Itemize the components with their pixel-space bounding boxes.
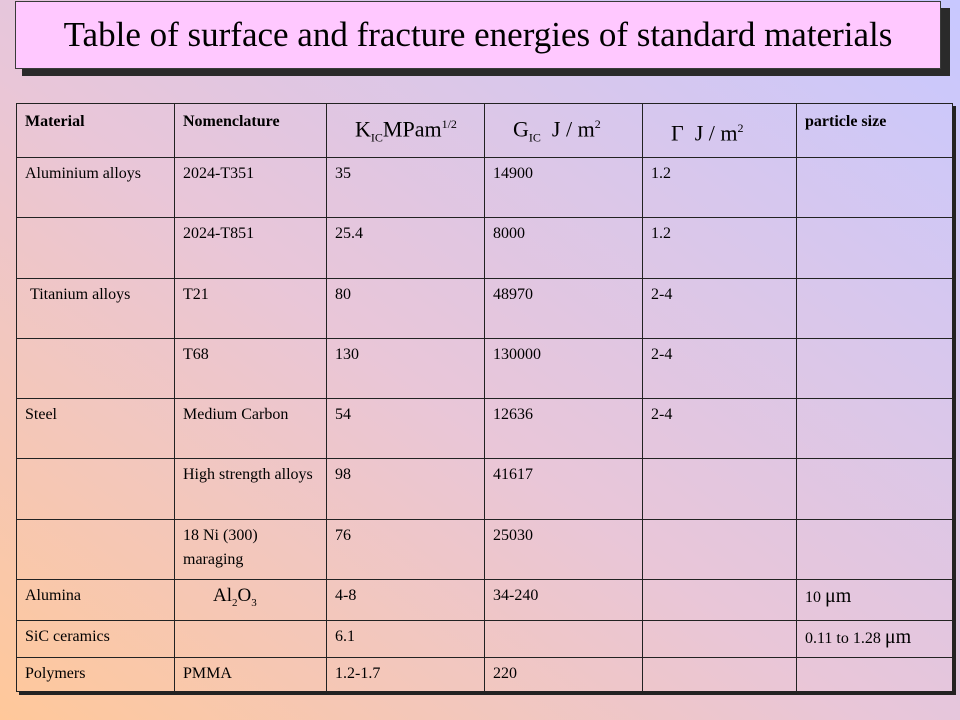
- cell-gic: 14900: [484, 157, 643, 219]
- header-gic: GIC J / m2: [484, 102, 643, 159]
- title-box: Table of surface and fracture energies o…: [15, 1, 941, 69]
- materials-table: Material Nomenclature KICMPam1/2 GIC J /…: [16, 102, 953, 693]
- table-row-polymers: Polymers PMMA 1.2-1.7 220: [16, 656, 953, 693]
- cell-nomenclature: 2024-T851: [174, 217, 327, 279]
- table-row: Aluminium alloys 2024-T351 35 14900 1.2: [16, 157, 953, 219]
- header-nomenclature: Nomenclature: [174, 102, 327, 159]
- alumina-formula: Al2O3: [213, 584, 257, 609]
- cell-gic: 12636: [484, 398, 643, 460]
- cell-gic: 8000: [484, 217, 643, 279]
- cell-gic: 25030: [484, 518, 643, 580]
- cell-particle-size: 10 μm: [796, 578, 953, 622]
- cell-particle-size: 0.11 to 1.28 μm: [796, 620, 953, 658]
- table-container: Material Nomenclature KICMPam1/2 GIC J /…: [16, 102, 953, 693]
- cell-nomenclature: 18 Ni (300) maraging: [174, 518, 327, 580]
- cell-gamma: 2-4: [642, 337, 797, 400]
- cell-gic: 41617: [484, 458, 643, 520]
- cell-gamma: 1.2: [642, 217, 797, 279]
- cell-material: [16, 518, 175, 580]
- cell-particle-size: [796, 458, 953, 520]
- cell-particle-size: [796, 398, 953, 460]
- cell-kic: 6.1: [326, 620, 485, 658]
- cell-material: Polymers: [16, 656, 175, 693]
- cell-particle-size: [796, 277, 953, 339]
- cell-material: SiC ceramics: [16, 620, 175, 658]
- cell-nomenclature: [174, 620, 327, 658]
- table-row: 2024-T851 25.4 8000 1.2: [16, 217, 953, 279]
- table-row-sic: SiC ceramics 6.1 0.11 to 1.28 μm: [16, 620, 953, 658]
- cell-kic: 130: [326, 337, 485, 400]
- cell-kic: 80: [326, 277, 485, 339]
- cell-gamma: 2-4: [642, 277, 797, 339]
- cell-particle-size: [796, 157, 953, 219]
- cell-material: Titanium alloys: [16, 277, 175, 339]
- cell-nomenclature: PMMA: [174, 656, 327, 693]
- cell-particle-size: [796, 337, 953, 400]
- header-material: Material: [16, 102, 175, 159]
- cell-particle-size: [796, 217, 953, 279]
- cell-kic: 1.2-1.7: [326, 656, 485, 693]
- table-row: High strength alloys 98 41617: [16, 458, 953, 520]
- cell-material: Aluminium alloys: [16, 157, 175, 219]
- table-row: T68 130 130000 2-4: [16, 337, 953, 400]
- cell-gamma: 1.2: [642, 157, 797, 219]
- header-gamma: Γ J / m2: [642, 102, 797, 159]
- header-particle-size: particle size: [796, 102, 953, 159]
- cell-gamma: [642, 518, 797, 580]
- cell-nomenclature: 2024-T351: [174, 157, 327, 219]
- cell-gamma: [642, 458, 797, 520]
- table-row-alumina: Alumina Al2O3 4-8 34-240 10 μm: [16, 578, 953, 622]
- cell-material: Alumina: [16, 578, 175, 622]
- cell-gic: 130000: [484, 337, 643, 400]
- cell-gic: 220: [484, 656, 643, 693]
- cell-material: [16, 458, 175, 520]
- cell-gamma: [642, 620, 797, 658]
- cell-material: [16, 217, 175, 279]
- cell-kic: 76: [326, 518, 485, 580]
- cell-material: [16, 337, 175, 400]
- gamma-formula: Γ J / m2: [671, 120, 744, 146]
- cell-gamma: [642, 656, 797, 693]
- cell-gic: [484, 620, 643, 658]
- cell-material: Steel: [16, 398, 175, 460]
- cell-kic: 25.4: [326, 217, 485, 279]
- header-row: Material Nomenclature KICMPam1/2 GIC J /…: [16, 102, 953, 159]
- table-row: Steel Medium Carbon 54 12636 2-4: [16, 398, 953, 460]
- cell-gic: 34-240: [484, 578, 643, 622]
- kic-formula: KICMPam1/2: [355, 116, 457, 145]
- page-title: Table of surface and fracture energies o…: [63, 15, 893, 54]
- cell-nomenclature: T21: [174, 277, 327, 339]
- cell-kic: 98: [326, 458, 485, 520]
- cell-nomenclature: T68: [174, 337, 327, 400]
- cell-gic: 48970: [484, 277, 643, 339]
- table-row: 18 Ni (300) maraging 76 25030: [16, 518, 953, 580]
- cell-gamma: 2-4: [642, 398, 797, 460]
- cell-kic: 54: [326, 398, 485, 460]
- cell-nomenclature: Medium Carbon: [174, 398, 327, 460]
- table-row: Titanium alloys T21 80 48970 2-4: [16, 277, 953, 339]
- gic-formula: GIC J / m2: [513, 116, 601, 145]
- cell-nomenclature: High strength alloys: [174, 458, 327, 520]
- cell-kic: 35: [326, 157, 485, 219]
- cell-particle-size: [796, 656, 953, 693]
- cell-kic: 4-8: [326, 578, 485, 622]
- cell-nomenclature: Al2O3: [174, 578, 327, 622]
- cell-particle-size: [796, 518, 953, 580]
- header-kic: KICMPam1/2: [326, 102, 485, 159]
- cell-gamma: [642, 578, 797, 622]
